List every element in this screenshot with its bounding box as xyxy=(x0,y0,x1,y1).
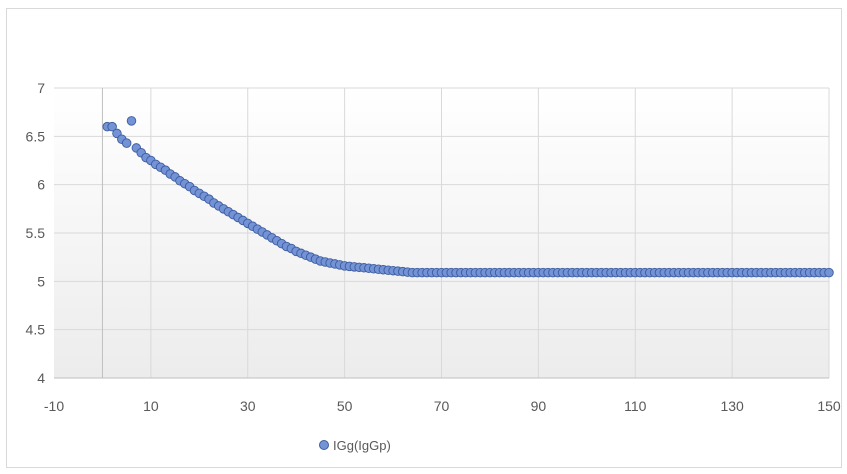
y-tick-label: 7 xyxy=(37,80,45,96)
x-tick-label: 110 xyxy=(624,398,647,414)
y-tick-label: 5 xyxy=(37,273,45,289)
x-tick-label: 130 xyxy=(720,398,744,414)
data-point xyxy=(121,138,132,148)
axes: 4 4.5 5 5.5 6 6.5 7 -10 10 30 50 70 90 110 130 150 xyxy=(26,80,841,414)
x-tick-label: 70 xyxy=(434,398,450,414)
x-tick-label: -10 xyxy=(44,398,64,414)
data-point xyxy=(824,267,834,278)
x-tick-label: 30 xyxy=(240,398,256,414)
gridlines xyxy=(54,87,830,379)
y-tick-label: 4.5 xyxy=(26,322,46,338)
y-tick-label: 6 xyxy=(37,177,45,193)
data-point xyxy=(107,121,117,132)
y-tick-label: 6.5 xyxy=(26,128,46,144)
x-tick-label: 150 xyxy=(817,398,841,414)
data-series xyxy=(102,116,834,278)
x-tick-label: 50 xyxy=(337,398,353,414)
y-tick-label: 4 xyxy=(37,370,45,386)
y-tick-label: 5.5 xyxy=(26,225,46,241)
x-tick-label: 90 xyxy=(531,398,547,414)
legend-label: IGg(IgGp) xyxy=(333,438,391,453)
legend[interactable]: IGg(IgGp) xyxy=(319,438,391,453)
data-point xyxy=(126,116,137,126)
legend-marker xyxy=(319,440,329,450)
x-tick-label: 10 xyxy=(143,398,159,414)
